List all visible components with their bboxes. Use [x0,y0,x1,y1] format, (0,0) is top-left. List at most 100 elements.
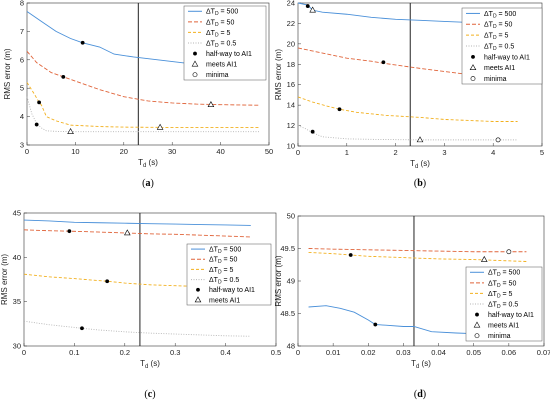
legend-label: ΔTD = 500 [484,11,516,20]
x-tick-label: 0.01 [326,348,341,357]
series-line [297,47,518,80]
legend-label: half-way to AI1 [209,287,255,294]
legend-box [186,243,272,306]
chart-panel-c: 0 0.1 0.2 0.3 0.4 0.5 30 35 40 45 Td (s) RMS error … [0,209,281,400]
x-tick-label: 1 [345,148,349,157]
legend-label: ΔTD = 0.5 [484,43,514,52]
legend-label: ΔTD = 500 [488,270,520,279]
series-line [23,320,251,337]
halfway-marker [67,229,72,234]
legend-label: minima [488,333,511,340]
legend-label: ΔTD = 500 [206,9,238,18]
y-tick-label: 14 [287,101,295,110]
y-tick-label: 8 [20,0,24,8]
halfway-marker [381,60,386,65]
legend-label: meets AI1 [209,297,240,304]
y-tick-label: 22 [287,19,295,28]
y-tick-label: 50 [287,212,295,221]
legend-label: half-way to AI1 [206,51,252,58]
legend-label: ΔTD = 5 [209,267,234,276]
y-axis-label: RMS error (m) [3,48,12,99]
y-tick-label: 3 [20,141,24,150]
plot-frame [23,212,277,347]
halfway-marker [37,100,41,105]
x-tick-label: 5 [540,148,544,157]
minima-marker [495,137,501,143]
legend-label: ΔTD = 0.5 [206,40,236,49]
y-tick-label: 20 [287,39,295,48]
series-line [297,125,518,141]
x-tick-label: 0.2 [120,348,130,357]
meets-marker [480,255,488,262]
x-tick-label: 0 [296,148,300,157]
legend-halfway-marker [475,312,479,317]
y-axis-label: RMS error (m) [274,255,283,306]
legend-minima-marker [192,72,198,78]
legend-halfway-marker [196,287,200,292]
x-tick-label: 0 [296,348,300,357]
legend-label: ΔTD = 50 [484,22,512,31]
legend-halfway-marker [471,54,475,59]
y-tick-label: 4 [20,112,24,121]
x-tick-label: 2 [394,148,398,157]
x-tick-label: 50 [265,147,273,156]
meets-marker [156,123,164,130]
legend-minima-marker [474,333,480,339]
y-axis-label: RMS error (m) [274,49,283,100]
x-tick-label: 0.3 [170,348,180,357]
x-axis-label: Td (s) [411,359,431,370]
x-tick-label: 0.06 [502,348,517,357]
x-tick-label: 0.4 [220,348,230,357]
x-tick-label: 0.5 [271,348,281,357]
x-tick-label: 0 [22,348,26,357]
x-tick-label: 0.02 [361,348,376,357]
legend-label: ΔTD = 0.5 [209,277,239,286]
halfway-marker [105,279,110,284]
legend-box [465,266,543,342]
y-tick-label: 35 [13,297,21,306]
chart-panel-d: 0 0.01 0.02 0.03 0.04 0.05 0.06 0.07 48 48.5 49 49.… [274,212,550,400]
panel-caption: (b) [414,178,426,189]
y-tick-label: 45 [13,209,21,218]
x-tick-label: 30 [168,147,176,156]
y-tick-label: 16 [287,80,295,89]
halfway-marker [305,4,310,8]
chart-panel-a: 0 10 20 30 40 50 3 4 5 6 7 8 Td (s) RMS error (m) ΔTD … [3,0,273,189]
y-tick-label: 18 [287,60,295,69]
legend-label: ΔTD = 5 [206,30,231,39]
x-tick-label: 4 [491,148,495,157]
y-tick-label: 49.5 [280,244,295,253]
halfway-marker [337,107,342,112]
x-axis-label: Td (s) [138,158,158,169]
x-axis-label: Td (s) [140,359,160,370]
meets-marker [207,101,215,107]
series-line [23,229,251,238]
halfway-marker [348,253,353,257]
panel-caption: (c) [144,389,155,400]
series-line [308,248,527,253]
series-line [297,2,494,24]
legend-minima-marker [470,76,476,81]
x-tick-label: 10 [71,147,79,156]
x-tick-label: 0.07 [537,348,550,357]
meets-marker [124,229,131,236]
legend-meets-marker [194,296,202,303]
y-tick-label: 10 [287,142,295,151]
legend-meets-marker [191,60,199,67]
legend-label: meets AI1 [206,62,237,69]
series-line [23,273,251,289]
halfway-marker [373,322,378,327]
series-line [26,96,260,133]
legend-label: ΔTD = 50 [206,19,234,28]
legend-label: ΔTD = 50 [209,257,237,266]
series-line [297,96,518,122]
x-tick-label: 3 [442,148,446,157]
y-tick-label: 30 [13,342,21,351]
halfway-marker [310,129,315,134]
legend-halfway-marker [193,51,197,56]
legend-label: meets AI1 [484,65,515,72]
minima-marker [506,249,512,255]
